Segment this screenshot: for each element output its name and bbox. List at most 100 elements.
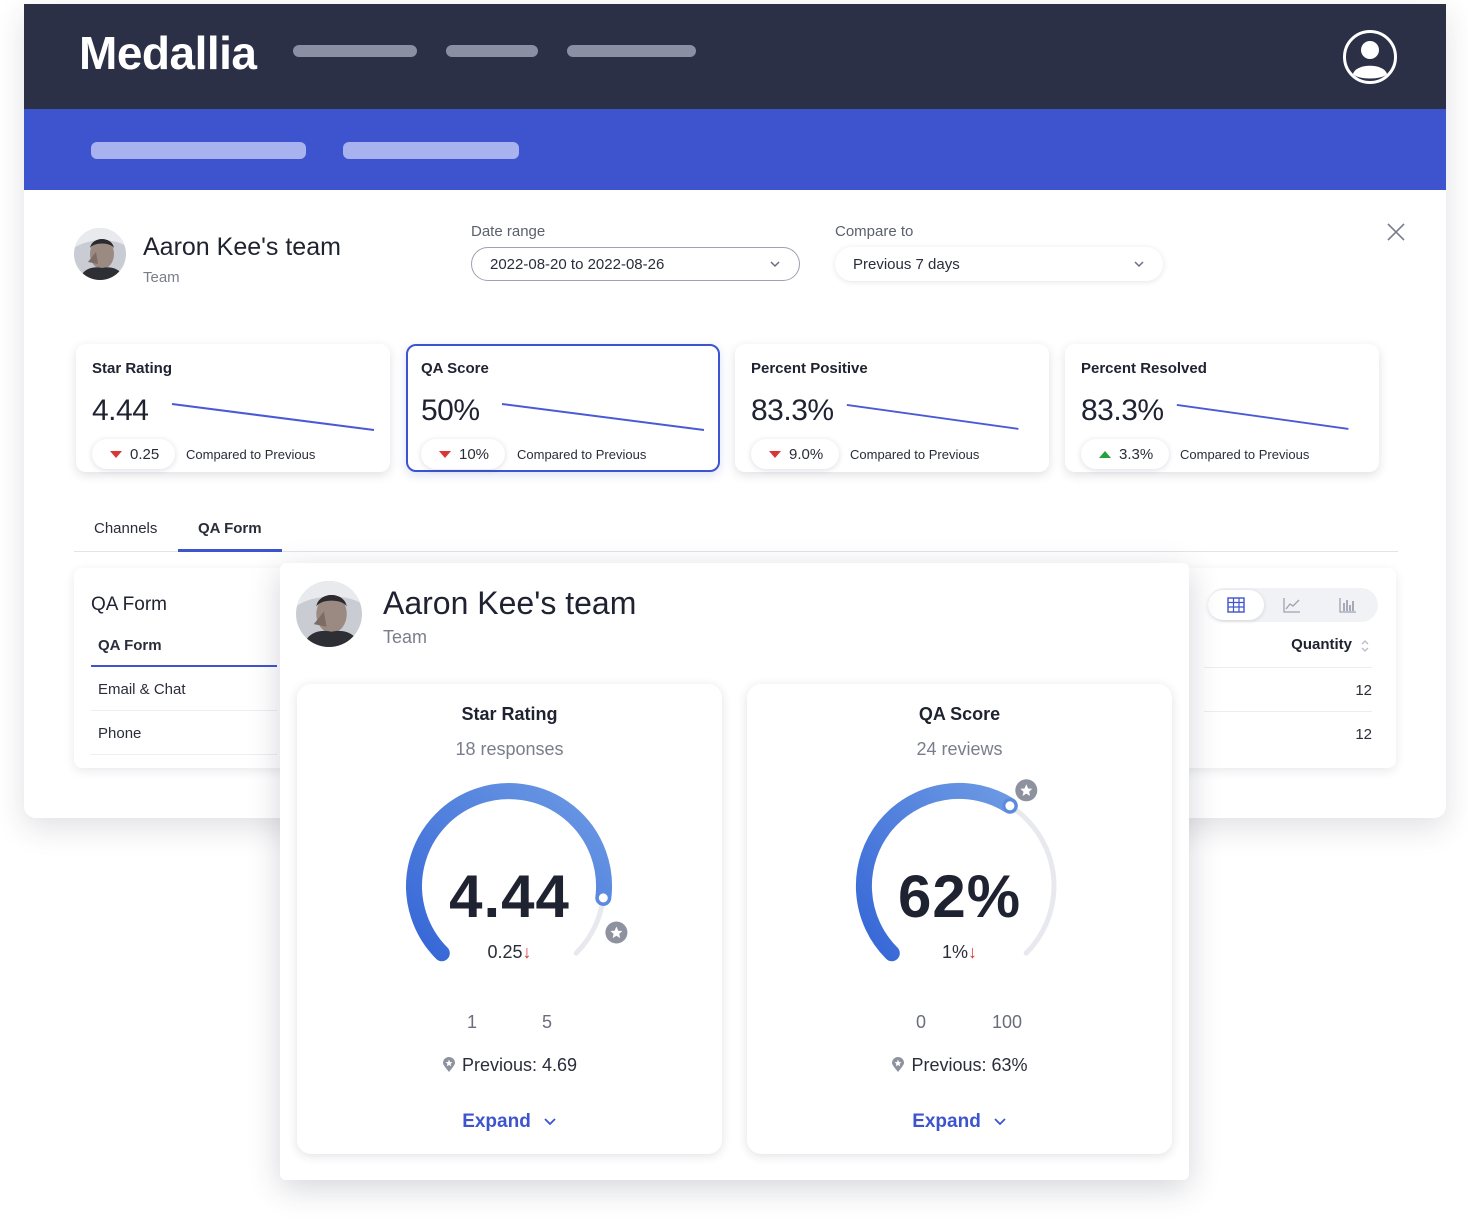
gauge-svg: [855, 779, 1057, 962]
gauge-delta-value: 0.25: [487, 942, 523, 962]
gauge-svg: [406, 783, 628, 962]
date-range-value: 2022-08-20 to 2022-08-26: [490, 255, 665, 273]
kpi-value: 83.3%: [751, 394, 834, 427]
compare-to-value: Previous 7 days: [853, 255, 960, 273]
arrow-down-icon: [110, 450, 122, 458]
kpi-sparkline: [501, 403, 705, 431]
chevron-down-icon: [1134, 261, 1144, 268]
close-icon[interactable]: [1384, 220, 1408, 244]
kpi-value: 4.44: [92, 394, 149, 427]
gauge-delta-value: 1%: [941, 942, 968, 962]
subnav-placeholder-2[interactable]: [343, 142, 519, 159]
tab-channels[interactable]: Channels: [94, 520, 158, 537]
kpi-card-qa-score[interactable]: QA Score 50% 10% Compared to Previous: [406, 344, 720, 472]
table-icon: [1227, 597, 1245, 613]
column-header-quantity[interactable]: Quantity: [1291, 636, 1352, 653]
gauge-previous: Previous: 63%: [747, 1055, 1172, 1076]
gauge-previous: Previous: 4.69: [297, 1055, 722, 1076]
kpi-delta-value: 10%: [459, 445, 490, 463]
team-type: Team: [143, 269, 180, 286]
expand-label: Expand: [462, 1111, 531, 1132]
kpi-delta-badge: 9.0%: [751, 439, 839, 469]
pin-icon: [442, 1057, 455, 1072]
kpi-title: Percent Resolved: [1081, 360, 1207, 377]
kpi-card-star-rating[interactable]: Star Rating 4.44 0.25 Compared to Previo…: [76, 344, 390, 472]
gauge-value: 4.44: [449, 863, 570, 930]
arrow-down-icon: [769, 450, 781, 458]
gauge-delta: 1%↓: [747, 942, 1172, 963]
gauge-previous-text: Previous: 63%: [911, 1055, 1028, 1075]
kpi-sparkline: [846, 404, 1019, 430]
compare-to-label: Compare to: [835, 223, 914, 240]
chevron-down-icon: [544, 1118, 556, 1126]
kpi-compare-label: Compared to Previous: [1180, 447, 1310, 462]
table-cell-quantity: 12: [1204, 667, 1372, 711]
expand-button[interactable]: Expand: [747, 1111, 1172, 1133]
sort-icon[interactable]: [1360, 638, 1370, 654]
kpi-compare-label: Compared to Previous: [850, 447, 980, 462]
arrow-down-icon: ↓: [522, 942, 532, 962]
expand-button[interactable]: Expand: [297, 1111, 722, 1133]
table-cell-quantity: 12: [1204, 711, 1372, 755]
top-navigation-bar: Medallia: [24, 4, 1446, 109]
kpi-title: Star Rating: [92, 360, 173, 377]
gauge-min-label: 0: [916, 1012, 927, 1032]
kpi-delta-value: 3.3%: [1119, 445, 1154, 463]
date-range-label: Date range: [471, 223, 546, 240]
list-item-email-chat[interactable]: Email & Chat: [91, 667, 277, 711]
line-chart-view-button[interactable]: [1264, 590, 1320, 620]
bar-chart-view-button[interactable]: [1320, 590, 1376, 620]
arrow-down-icon: [439, 450, 451, 458]
qa-form-panel-title: QA Form: [91, 594, 168, 615]
kpi-card-percent-resolved[interactable]: Percent Resolved 83.3% 3.3% Compared to …: [1065, 344, 1379, 472]
medallia-logo[interactable]: Medallia: [79, 27, 257, 79]
qa-form-list-panel: QA Form QA Form Email & Chat Phone: [74, 568, 304, 768]
nav-placeholder-2[interactable]: [446, 45, 538, 57]
kpi-delta-value: 0.25: [130, 445, 160, 463]
list-item-phone[interactable]: Phone: [91, 711, 277, 755]
kpi-value: 50%: [421, 394, 480, 427]
avatar: [74, 228, 126, 280]
gauge-delta: 0.25↓: [297, 942, 722, 963]
previous-marker-icon: [1015, 779, 1038, 802]
kpi-title: QA Score: [421, 360, 489, 377]
kpi-card-percent-positive[interactable]: Percent Positive 83.3% 9.0% Compared to …: [735, 344, 1049, 472]
date-range-select[interactable]: 2022-08-20 to 2022-08-26: [471, 247, 800, 281]
tab-qa-form[interactable]: QA Form: [178, 516, 282, 552]
overlay-team-name: Aaron Kee's team: [383, 585, 637, 621]
nav-placeholder-1[interactable]: [293, 45, 417, 57]
gauge-subtitle: 24 reviews: [916, 739, 1003, 759]
arrow-up-icon: [1099, 450, 1111, 458]
gauge-subtitle: 18 responses: [455, 739, 564, 759]
pin-icon: [892, 1057, 905, 1072]
kpi-delta-value: 9.0%: [789, 445, 824, 463]
subnav-placeholder-1[interactable]: [91, 142, 306, 159]
line-chart-icon: [1283, 598, 1300, 613]
kpi-delta-badge: 0.25: [92, 439, 175, 469]
gauge-title: QA Score: [918, 704, 1001, 724]
gauge-value-knob: [595, 890, 611, 906]
gauge-title: Star Rating: [461, 704, 558, 724]
gauge-card-star-rating: Star Rating 18 responses 4.44 0.25↓ 1 5 …: [297, 684, 722, 1154]
kpi-delta-badge: 3.3%: [1081, 439, 1169, 469]
chevron-down-icon: [994, 1118, 1006, 1126]
compare-to-select[interactable]: Previous 7 days: [835, 247, 1163, 281]
quantity-table-panel: Quantity 12 12: [1164, 568, 1396, 768]
gauge-max-label: 5: [542, 1012, 553, 1032]
gauge-min-label: 1: [467, 1012, 478, 1032]
list-item-qa-form[interactable]: QA Form: [91, 623, 277, 667]
arrow-down-icon: ↓: [968, 942, 977, 962]
kpi-value: 83.3%: [1081, 394, 1164, 427]
table-view-button[interactable]: [1208, 590, 1264, 620]
team-dashboard: Aaron Kee's team Team Date range 2022-08…: [24, 190, 1446, 818]
kpi-compare-label: Compared to Previous: [517, 447, 647, 462]
gauge-value-knob: [1002, 798, 1018, 814]
nav-placeholder-3[interactable]: [567, 45, 696, 57]
chevron-down-icon: [770, 261, 780, 268]
kpi-sparkline: [171, 403, 375, 431]
user-circle-icon[interactable]: [1342, 29, 1398, 85]
team-name: Aaron Kee's team: [143, 233, 341, 261]
previous-marker-icon: [605, 921, 628, 944]
gauge-value-arc: [855, 782, 1018, 962]
gauge-value-arc: [406, 783, 612, 962]
